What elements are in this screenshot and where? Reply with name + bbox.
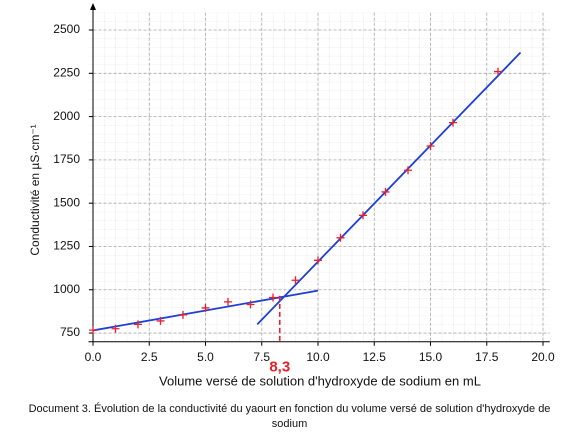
y-tick-label: 1500: [53, 195, 80, 209]
y-axis-label: Conductivité en µS·cm⁻¹: [28, 124, 42, 255]
data-point: [224, 297, 232, 306]
data-point: [404, 166, 412, 175]
data-point: [156, 316, 165, 325]
fit-line: [256, 51, 522, 326]
data-point: [449, 118, 457, 127]
data-point: [246, 300, 255, 309]
data-point: [179, 310, 187, 319]
x-tick-label: 7.5: [253, 350, 270, 364]
data-point: [89, 326, 97, 335]
x-tick-label: 10.0: [306, 350, 330, 364]
annotation-label: 8,3: [269, 359, 290, 376]
data-point: [111, 324, 120, 333]
minor-grid: [88, 12, 550, 342]
y-tick-label: 2250: [53, 65, 80, 79]
data-point: [426, 142, 435, 151]
x-tick-label: 15.0: [419, 350, 443, 364]
data-point: [314, 256, 322, 265]
x-tick-label: 5.0: [197, 350, 214, 364]
data-point: [291, 276, 300, 285]
x-tick-label: 2.5: [141, 350, 158, 364]
data-point: [201, 303, 210, 312]
y-tick-label: 2000: [53, 109, 80, 123]
y-axis-arrow: [90, 3, 96, 10]
y-tick-label: 2500: [53, 22, 80, 36]
x-tick-label: 12.5: [363, 350, 387, 364]
y-tick-label: 1750: [53, 152, 80, 166]
y-tick-label: 750: [60, 325, 80, 339]
x-tick-label: 0.0: [85, 350, 102, 364]
y-tick-label: 1250: [53, 239, 80, 253]
chart: Volume versé de solution d'hydroxyde de …: [28, 3, 555, 388]
x-tick-label: 20.0: [531, 350, 555, 364]
data-point: [381, 187, 390, 196]
y-tick-label: 1000: [53, 282, 80, 296]
data-point: [336, 233, 345, 242]
caption: Document 3. Évolution de la conductivité…: [28, 403, 551, 430]
data-point: [269, 293, 277, 302]
x-axis-label: Volume versé de solution d'hydroxyde de …: [159, 373, 481, 388]
x-tick-label: 17.5: [475, 350, 499, 364]
data-point: [494, 67, 502, 76]
data-point: [359, 211, 367, 220]
data-point: [134, 320, 142, 329]
